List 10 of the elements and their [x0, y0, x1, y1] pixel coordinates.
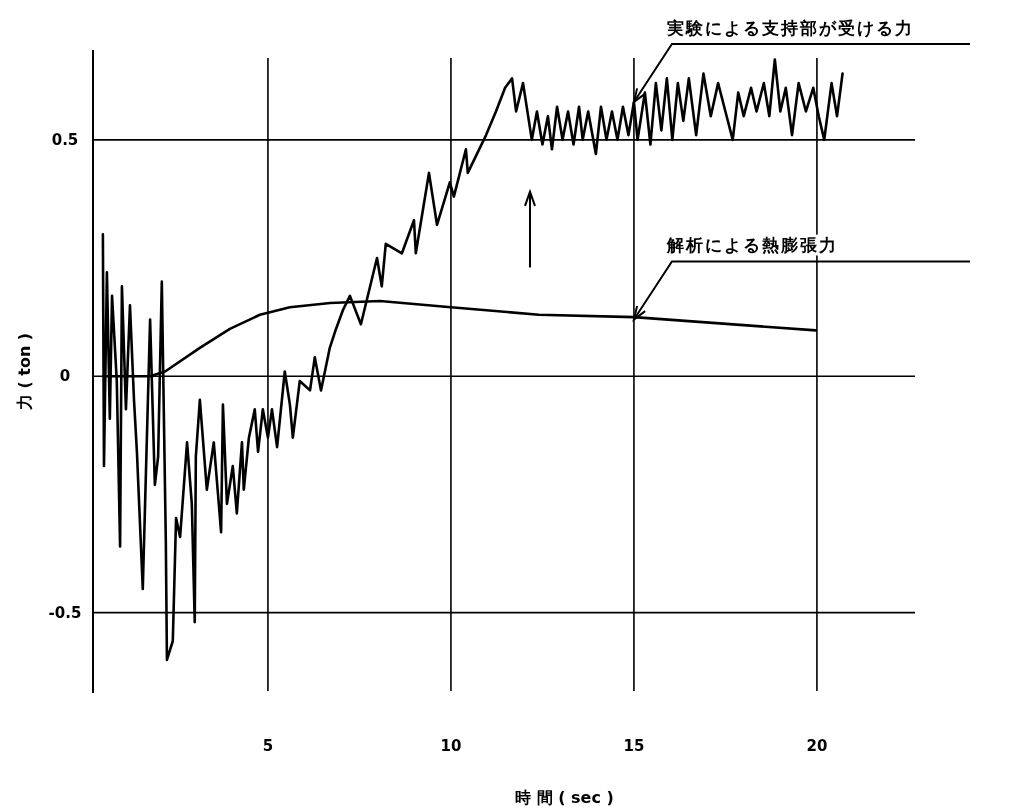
annotation: 実験による支持部が受ける力 [665, 18, 914, 39]
x-tick-label: 5 [262, 737, 274, 755]
y-axis-title: 力 ( ton ) [15, 332, 34, 412]
x-tick-label: 20 [806, 737, 828, 755]
x-axis-title: 時 間 ( sec ) [515, 788, 614, 807]
y-tick-label: 0 [59, 367, 71, 386]
x-tick-label: 15 [623, 737, 645, 755]
y-tick-label: -0.5 [48, 603, 82, 622]
x-tick-label: 10 [440, 737, 462, 755]
y-tick-label: 0.5 [51, 130, 79, 149]
